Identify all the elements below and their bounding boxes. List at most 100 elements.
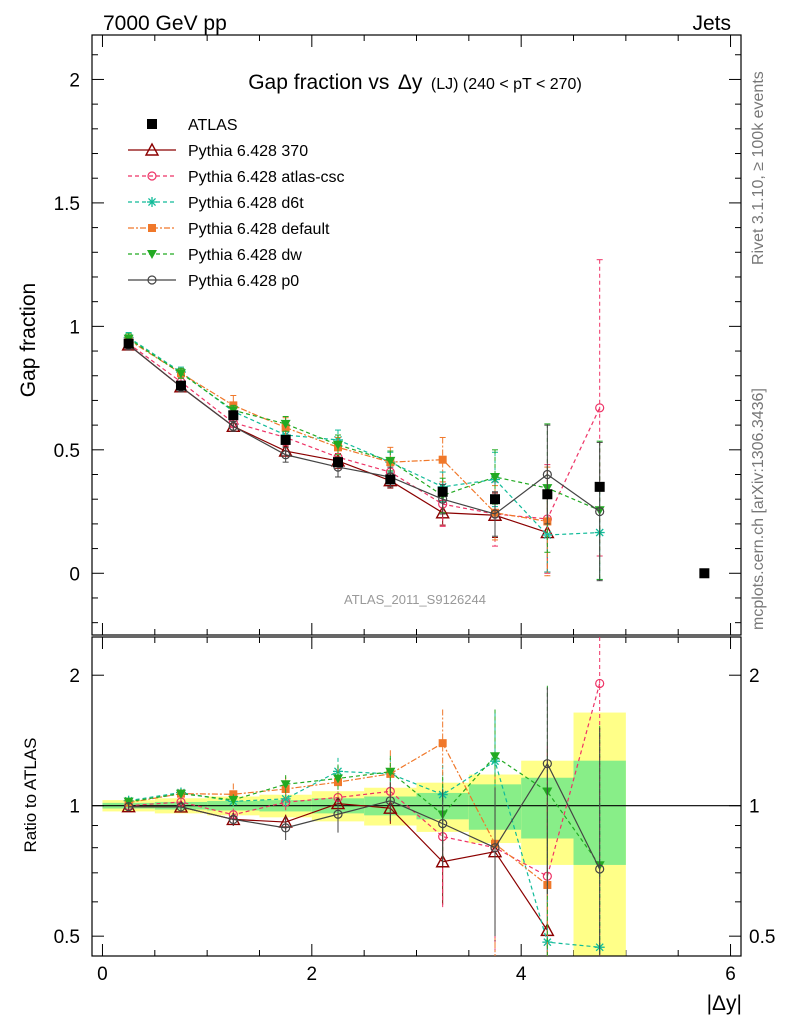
series-3: [124, 334, 552, 577]
ratio-frame: [91, 636, 742, 957]
ratio-marker: [281, 823, 291, 833]
legend-marker: [147, 275, 157, 285]
ratio-marker: [175, 789, 186, 799]
data-point: [385, 474, 396, 485]
series-marker: [595, 506, 605, 517]
data-point: [542, 489, 553, 500]
legend-marker: [147, 250, 157, 259]
ratio-y-tick-label-right: 1: [749, 797, 760, 818]
ratio-marker: [542, 759, 552, 769]
legend-marker: [147, 197, 157, 207]
legend-label: Pythia 6.428 p0: [188, 273, 299, 290]
y-tick-label: 0.5: [54, 441, 80, 462]
ratio-marker: [124, 802, 134, 812]
ratio-marker: [280, 793, 291, 804]
legend-marker: [147, 171, 157, 181]
x-tick-label: 6: [725, 964, 736, 985]
data-point: [123, 338, 134, 349]
legend-label: Pythia 6.428 default: [188, 221, 330, 238]
atlas-data: [123, 338, 710, 579]
star-stroke: [281, 794, 290, 803]
series-line: [128, 344, 601, 515]
series-marker: [438, 455, 447, 464]
ratio-marker: [438, 819, 448, 829]
data-point: [280, 434, 291, 445]
ratio-marker: [435, 854, 450, 868]
ratio-y-tick-label: 1: [69, 797, 80, 818]
data-point: [699, 568, 710, 579]
data-point: [490, 494, 501, 505]
ratio-y-tick-label: 2: [69, 666, 80, 687]
series-5: [124, 339, 605, 582]
legend-label: Pythia 6.428 370: [188, 143, 308, 160]
bottom-y-axis-title: Ratio to ATLAS: [21, 738, 40, 853]
chart-title-sub: (LJ) (240 < pT < 270): [431, 76, 582, 93]
series-line: [128, 343, 601, 520]
series-marker: [542, 469, 552, 480]
series-marker: [332, 440, 343, 450]
ratio-marker: [228, 795, 239, 805]
ratio-series-line: [128, 683, 601, 878]
ratio-marker: [228, 814, 238, 825]
main-plot: 0 0.5 1 1.5 2: [54, 34, 742, 956]
series-marker: [228, 421, 238, 431]
legend: ATLAS Pythia 6.428 370 Pythia 6.428 atlas-…: [128, 117, 345, 290]
process-label: Jets: [692, 12, 731, 35]
series-marker: [280, 419, 291, 429]
ratio-marker: [385, 796, 395, 806]
ratio-marker: [438, 739, 447, 748]
ratio-marker: [280, 780, 291, 790]
legend-label: Pythia 6.428 d6t: [188, 195, 304, 212]
chart-title-main: Gap fraction vs: [248, 71, 389, 94]
ratio-marker: [490, 752, 501, 762]
legend-marker: [144, 142, 160, 156]
ratio-marker: [333, 809, 343, 819]
series-1: [124, 259, 605, 574]
y-tick-label: 1.5: [54, 194, 80, 215]
ratio-series-5: [124, 687, 605, 956]
ratio-plot: 0 2 4 6 0.5 0.5 1 1 2 2: [54, 636, 775, 985]
ratio-marker: [176, 802, 186, 812]
y-tick-label: 0: [69, 564, 80, 585]
series-marker: [490, 509, 500, 519]
series-marker: [385, 456, 396, 466]
data-point: [228, 410, 239, 421]
data-point: [332, 457, 343, 468]
legend-marker: [148, 224, 156, 232]
ratio-series-line: [128, 755, 601, 866]
ratio-marker: [332, 774, 343, 784]
ratio-y-tick-label-right: 2: [749, 666, 760, 687]
chart-title-symbol: Δy: [398, 71, 423, 94]
ratio-y-tick-label-right: 0.5: [749, 927, 775, 948]
legend-marker: [147, 119, 157, 129]
ratio-marker: [595, 678, 605, 689]
energy-label: 7000 GeV pp: [103, 12, 227, 35]
ratio-marker: [595, 864, 605, 874]
ratio-series-line: [128, 762, 601, 870]
series-line: [128, 336, 600, 536]
series-4: [123, 333, 605, 580]
chart-title: Gap fraction vs Δy (LJ) (240 < pT < 270): [248, 71, 582, 94]
x-tick-label: 2: [307, 964, 318, 985]
series-marker: [490, 472, 501, 482]
legend-label: Pythia 6.428 atlas-csc: [188, 169, 345, 186]
x-tick-label: 0: [97, 964, 108, 985]
series-marker: [595, 403, 605, 413]
legend-label: Pythia 6.428 dw: [188, 247, 302, 264]
ratio-marker: [385, 767, 396, 777]
rivet-label: Rivet 3.1.10, ≥ 100k events: [750, 71, 767, 265]
series-marker: [281, 450, 291, 460]
y-tick-label: 1: [69, 317, 80, 338]
data-point: [594, 481, 605, 492]
series-marker: [175, 369, 186, 379]
x-tick-label: 4: [516, 964, 527, 985]
series-2: [123, 332, 605, 580]
data-point: [437, 486, 448, 497]
series-line: [128, 338, 600, 511]
data-point: [175, 380, 186, 391]
source-label: mcplots.cern.ch [arXiv:1306.3436]: [750, 388, 767, 630]
ratio-series-line: [128, 742, 548, 886]
x-axis-title: |Δy|: [707, 992, 742, 1015]
y-tick-label: 2: [69, 70, 80, 91]
